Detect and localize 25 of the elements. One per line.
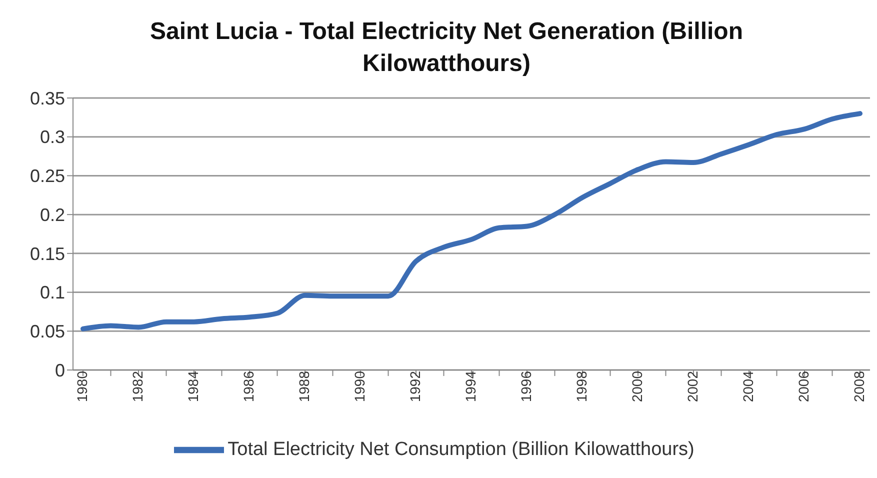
x-tick-label: 1988: [296, 370, 312, 402]
x-tick-label: 1994: [462, 370, 478, 402]
x-tick-label: 2000: [628, 370, 645, 402]
x-tick-label: 2004: [740, 370, 756, 402]
x-tick-label: 1986: [240, 370, 256, 402]
x-tick-label: 1982: [129, 370, 146, 402]
x-tick-label: 1992: [406, 370, 423, 402]
y-tick-label: 0: [54, 360, 65, 380]
x-tick-label: 2002: [684, 370, 700, 402]
legend-label: Total Electricity Net Consumption (Billion Kilowatthours): [228, 439, 694, 460]
y-tick-label: 0.3: [40, 127, 65, 148]
y-tick-label: 0.25: [30, 166, 65, 186]
x-tick-label: 1996: [518, 370, 534, 402]
y-tick-label: 0.2: [40, 204, 65, 225]
chart-title: Saint Lucia - Total Electricity Net Generation (Billion Kilowatthours): [149, 17, 744, 79]
y-tick-label: 0.1: [40, 282, 65, 303]
x-tick-label: 2008: [850, 370, 867, 402]
x-tick-label: 1980: [74, 370, 90, 402]
x-tick-label: 1998: [573, 370, 590, 402]
y-tick-label: 0.05: [30, 322, 65, 342]
x-tick-label: 2006: [795, 370, 812, 402]
y-tick-label: 0.35: [30, 88, 65, 108]
x-tick-label: 1990: [351, 370, 368, 402]
x-tick-label: 1984: [184, 370, 201, 402]
y-tick-label: 0.15: [30, 244, 65, 264]
